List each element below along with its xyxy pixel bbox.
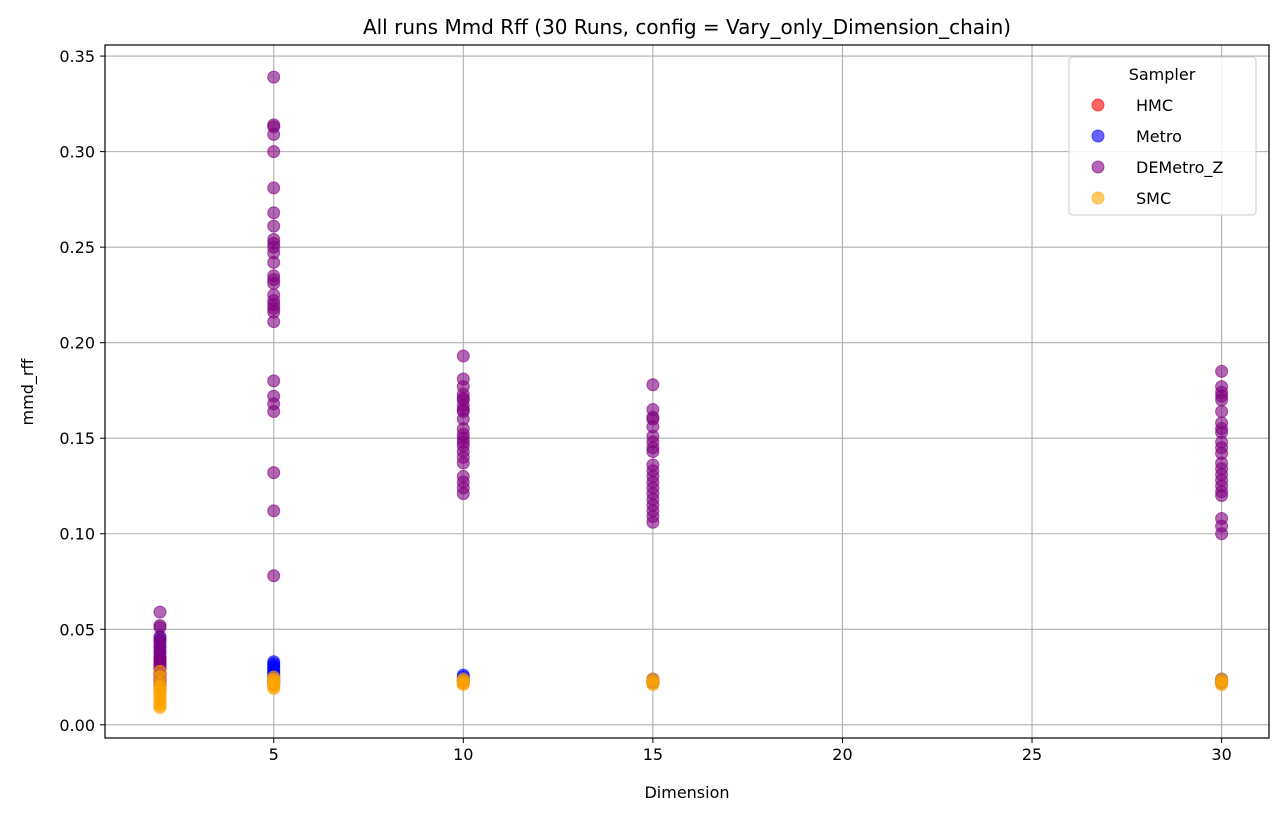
data-point — [1215, 364, 1229, 378]
y-ticks: 0.00 0.05 0.10 0.15 0.20 0.25 0.30 0.35 — [59, 47, 105, 735]
data-point — [1215, 678, 1229, 692]
legend-label: Metro — [1136, 127, 1182, 146]
legend-marker — [1091, 98, 1105, 112]
data-point — [1215, 489, 1229, 503]
chart-title: All runs Mmd Rff (30 Runs, config = Vary… — [363, 15, 1011, 39]
legend-entries: HMC Metro DEMetro_Z SMC — [1091, 96, 1223, 208]
data-point — [646, 515, 660, 529]
plot-frame — [104, 44, 1270, 739]
legend-marker — [1091, 160, 1105, 174]
data-point — [267, 569, 281, 583]
x-tick-label: 10 — [453, 745, 473, 764]
y-tick-label: 0.35 — [59, 47, 95, 66]
x-tick-label: 30 — [1211, 745, 1231, 764]
data-point — [267, 255, 281, 269]
data-point — [646, 445, 660, 459]
data-point — [153, 701, 167, 715]
legend-marker — [1091, 191, 1105, 205]
data-point — [267, 181, 281, 195]
legend-label: HMC — [1136, 96, 1173, 115]
y-tick-label: 0.30 — [59, 143, 95, 162]
data-point — [153, 605, 167, 619]
data-point — [267, 404, 281, 418]
legend-marker — [1091, 129, 1105, 143]
data-point — [1215, 404, 1229, 418]
x-tick-label: 20 — [832, 745, 852, 764]
data-point — [456, 487, 470, 501]
legend-title: Sampler — [1129, 65, 1196, 84]
data-point — [646, 678, 660, 692]
data-point — [267, 315, 281, 329]
x-tick-label: 25 — [1022, 745, 1042, 764]
x-ticks: 5 10 15 20 25 30 — [269, 738, 1232, 764]
points-layer — [153, 70, 1229, 715]
grid-layer — [105, 45, 1269, 738]
legend-label: DEMetro_Z — [1136, 158, 1223, 178]
data-point — [267, 206, 281, 220]
data-point — [267, 504, 281, 518]
y-tick-label: 0.25 — [59, 238, 95, 257]
x-tick-label: 15 — [643, 745, 663, 764]
data-point — [267, 276, 281, 290]
y-tick-label: 0.10 — [59, 525, 95, 544]
data-point — [267, 374, 281, 388]
y-tick-label: 0.15 — [59, 429, 95, 448]
legend: Sampler HMC Metro DEMetro_Z SMC — [1068, 56, 1257, 216]
data-point — [1215, 527, 1229, 541]
data-point — [267, 127, 281, 141]
data-point — [1215, 393, 1229, 407]
data-point — [267, 219, 281, 233]
data-point — [456, 349, 470, 363]
data-point — [267, 70, 281, 84]
data-point — [456, 678, 470, 692]
legend-label: SMC — [1136, 189, 1171, 208]
data-point — [646, 378, 660, 392]
y-tick-label: 0.05 — [59, 620, 95, 639]
x-tick-label: 5 — [269, 745, 279, 764]
data-point — [267, 682, 281, 696]
data-point — [267, 145, 281, 159]
series-smc — [153, 664, 1229, 715]
x-axis-label: Dimension — [644, 783, 729, 802]
data-point — [267, 466, 281, 480]
y-tick-label: 0.20 — [59, 334, 95, 353]
legend-box — [1068, 56, 1257, 216]
y-tick-label: 0.00 — [59, 716, 95, 735]
data-point — [456, 456, 470, 470]
y-axis-label: mmd_rff — [18, 358, 38, 426]
